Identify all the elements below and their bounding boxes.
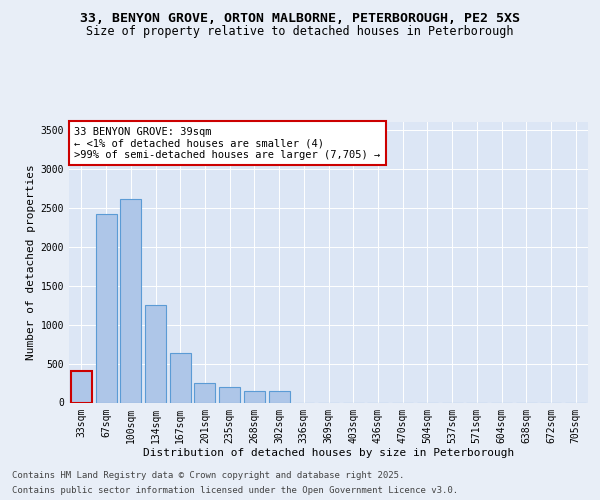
X-axis label: Distribution of detached houses by size in Peterborough: Distribution of detached houses by size … — [143, 448, 514, 458]
Bar — [145, 306, 166, 402]
Bar — [170, 352, 191, 403]
Bar — [71, 372, 92, 402]
Bar — [269, 391, 290, 402]
Text: 33 BENYON GROVE: 39sqm
← <1% of detached houses are smaller (4)
>99% of semi-det: 33 BENYON GROVE: 39sqm ← <1% of detached… — [74, 126, 380, 160]
Y-axis label: Number of detached properties: Number of detached properties — [26, 164, 37, 360]
Text: 33, BENYON GROVE, ORTON MALBORNE, PETERBOROUGH, PE2 5XS: 33, BENYON GROVE, ORTON MALBORNE, PETERB… — [80, 12, 520, 26]
Bar — [95, 214, 116, 402]
Bar — [194, 383, 215, 402]
Text: Contains HM Land Registry data © Crown copyright and database right 2025.: Contains HM Land Registry data © Crown c… — [12, 471, 404, 480]
Bar — [244, 391, 265, 402]
Text: Size of property relative to detached houses in Peterborough: Size of property relative to detached ho… — [86, 25, 514, 38]
Bar — [219, 388, 240, 402]
Bar — [120, 198, 141, 402]
Text: Contains public sector information licensed under the Open Government Licence v3: Contains public sector information licen… — [12, 486, 458, 495]
